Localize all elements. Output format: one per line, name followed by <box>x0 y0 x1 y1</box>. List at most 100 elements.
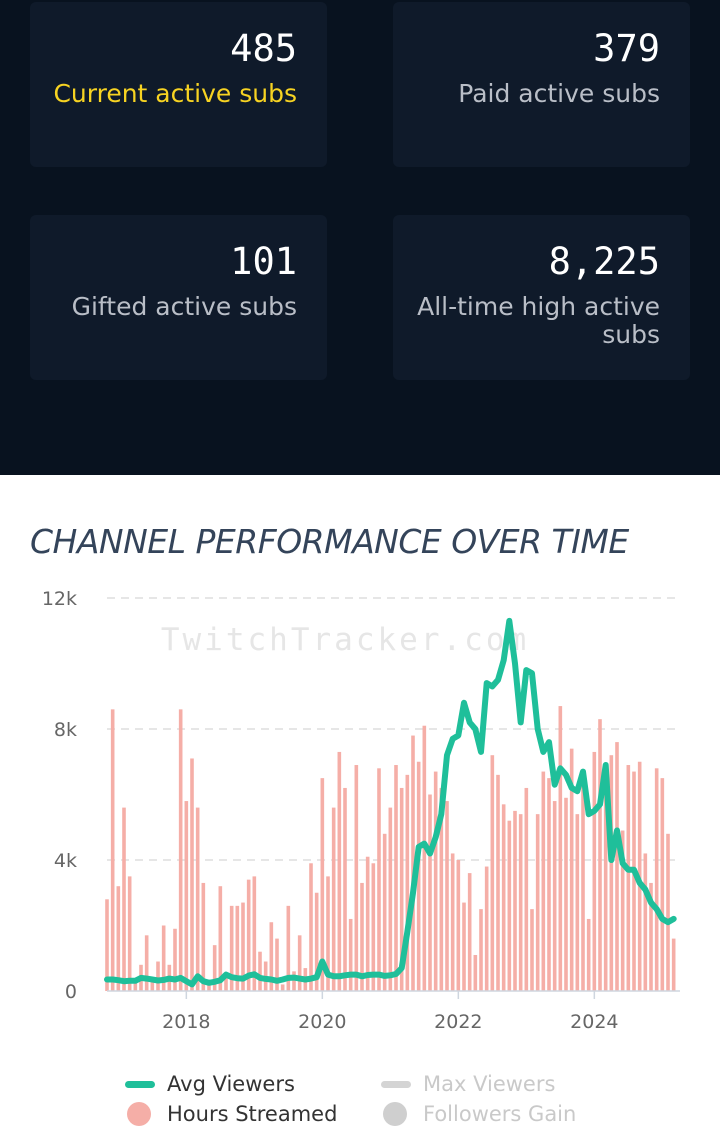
bar <box>422 725 427 991</box>
bar <box>116 886 121 991</box>
bar <box>643 853 648 991</box>
avg-viewers-series <box>104 617 677 988</box>
bar <box>626 765 631 991</box>
stat-label: Current active subs <box>53 79 297 108</box>
bar <box>246 879 251 991</box>
y-tick-label: 8k <box>54 719 77 741</box>
bar <box>150 981 155 991</box>
x-tick-label: 2020 <box>298 1011 346 1033</box>
bar <box>156 961 160 991</box>
bar <box>229 905 234 991</box>
bar <box>190 758 194 991</box>
bar <box>524 787 529 991</box>
bar <box>586 918 591 991</box>
bar <box>507 820 512 991</box>
bar <box>122 807 126 991</box>
y-tick-label: 0 <box>65 981 77 1003</box>
bar <box>218 886 223 991</box>
bar <box>161 925 166 991</box>
stat-label: Paid active subs <box>458 79 660 108</box>
legend-label: Followers Gain <box>423 1102 577 1126</box>
bar <box>360 882 364 991</box>
stat-card-gifted-active-subs: 101 Gifted active subs <box>30 215 327 380</box>
bar <box>660 778 665 991</box>
bar <box>184 801 189 991</box>
bar <box>547 778 551 991</box>
bar <box>603 781 608 991</box>
bar <box>513 810 517 992</box>
bar <box>286 905 291 991</box>
bar <box>269 922 274 991</box>
bar <box>235 905 240 991</box>
bar <box>518 814 523 991</box>
bar <box>275 938 279 991</box>
stat-card-current-active-subs: 485 Current active subs <box>30 2 327 167</box>
bar <box>558 706 563 991</box>
bar <box>173 928 177 991</box>
bar <box>541 771 546 991</box>
bar <box>479 909 483 992</box>
bar <box>144 935 149 991</box>
bar <box>467 873 472 991</box>
bar <box>535 814 540 991</box>
bar <box>666 833 670 991</box>
stat-card-all-time-high-active-subs: 8,225 All-time high active subs <box>393 215 690 380</box>
bar <box>411 735 415 991</box>
stat-value: 8,225 <box>548 240 660 283</box>
stats-panel: 485 Current active subs 379 Paid active … <box>0 0 720 475</box>
bar <box>501 804 506 991</box>
hours-streamed-bars <box>105 706 676 992</box>
bar <box>343 787 347 991</box>
x-tick-label: 2022 <box>434 1011 482 1033</box>
x-axis: 2018 2020 2022 2024 <box>107 990 680 1033</box>
hours-streamed-swatch <box>127 1102 151 1126</box>
bar <box>428 794 432 991</box>
bar <box>314 892 319 991</box>
avg-viewers-line <box>104 617 677 988</box>
chart-title: CHANNEL PERFORMANCE OVER TIME <box>30 522 629 561</box>
stat-value: 379 <box>593 27 660 70</box>
bar <box>326 876 330 992</box>
y-tick-label: 4k <box>54 850 77 872</box>
y-tick-label: 12k <box>42 588 77 610</box>
stat-label: Gifted active subs <box>71 292 297 321</box>
bar <box>365 856 370 991</box>
bar <box>581 781 585 991</box>
bar <box>280 984 285 991</box>
bar <box>620 830 625 991</box>
bar <box>297 935 302 991</box>
bar <box>671 938 676 991</box>
bar <box>649 882 653 991</box>
bar <box>598 719 602 991</box>
x-tick-label: 2018 <box>162 1011 210 1033</box>
bar <box>462 902 466 991</box>
bar <box>530 909 534 992</box>
legend-label: Hours Streamed <box>167 1102 338 1126</box>
bar <box>212 945 217 991</box>
max-viewers-swatch <box>381 1081 411 1088</box>
bar <box>110 709 115 991</box>
bar <box>382 833 387 991</box>
bar <box>450 853 455 991</box>
bar <box>105 899 109 991</box>
bar <box>201 882 206 991</box>
legend-label: Avg Viewers <box>167 1072 295 1096</box>
bar <box>320 778 325 991</box>
bar <box>433 771 438 991</box>
stat-value: 101 <box>230 240 297 283</box>
avg-viewers-swatch <box>125 1081 155 1088</box>
watermark: TwitchTracker.com <box>161 622 529 658</box>
bar <box>241 902 245 991</box>
stat-value: 485 <box>230 27 297 70</box>
bar <box>127 876 132 992</box>
y-axis-labels: 0 4k 8k 12k <box>42 588 77 1003</box>
bar <box>337 751 342 991</box>
bar <box>445 801 449 991</box>
bar <box>195 807 200 991</box>
legend-label: Max Viewers <box>423 1072 556 1096</box>
bar <box>377 768 381 991</box>
followers-gain-swatch <box>383 1102 407 1126</box>
bar <box>399 787 404 991</box>
bar <box>615 742 619 991</box>
